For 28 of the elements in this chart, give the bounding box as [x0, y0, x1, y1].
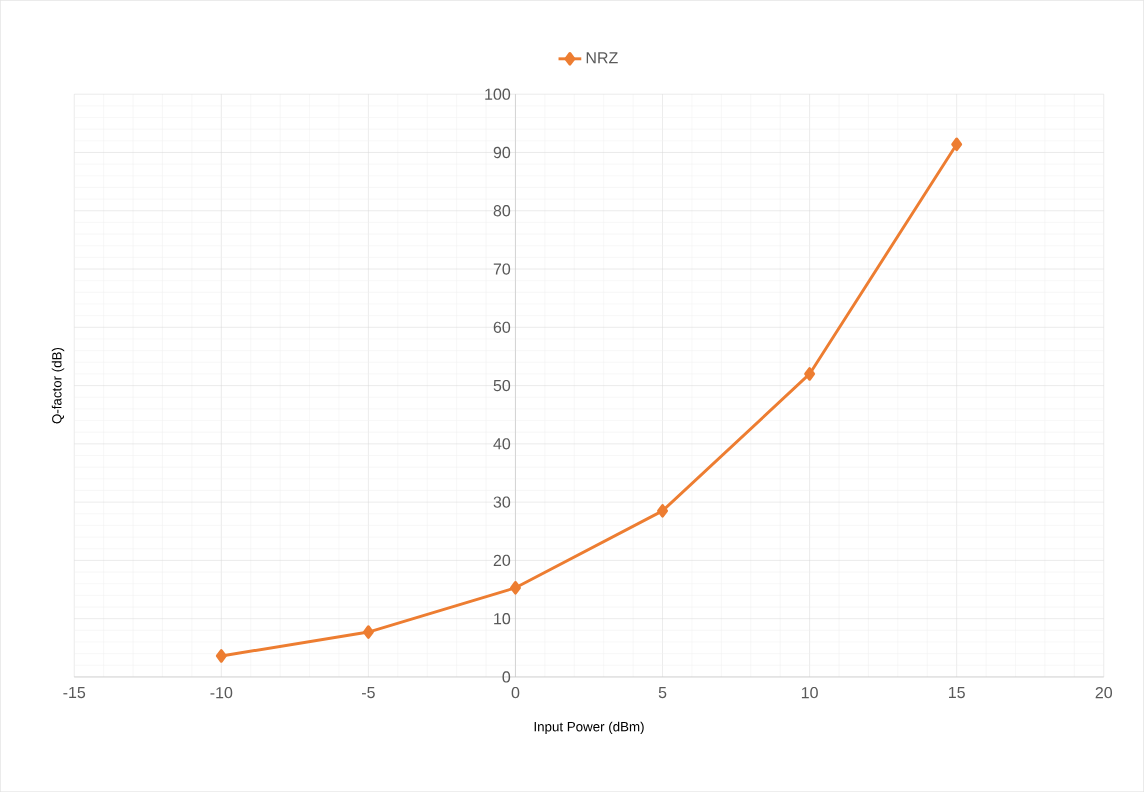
x-tick-label: -15	[63, 686, 86, 699]
y-tick-label: 100	[485, 88, 511, 100]
x-tick-label: 10	[801, 686, 818, 699]
y-tick-label: 40	[493, 438, 511, 450]
y-tick-label: 10	[494, 612, 511, 625]
point	[657, 503, 669, 518]
x-tick-label: -10	[210, 686, 233, 699]
x-tick-label: 15	[949, 686, 965, 699]
y-axis-title: Q-factor (dB)	[51, 347, 65, 424]
x-axis-title: Input Power (dBm)	[534, 721, 644, 734]
y-tick-label: 60	[493, 321, 511, 333]
y-tick-label: 0	[502, 671, 511, 683]
y-tick-label: 80	[493, 205, 511, 217]
legend-label: NRZ	[586, 52, 618, 64]
point	[215, 649, 227, 663]
point	[804, 367, 816, 381]
y-tick-label: 70	[493, 263, 511, 275]
y-tick-label: 90	[493, 146, 511, 159]
x-tick-label: -5	[361, 686, 375, 699]
x-tick-label: 5	[658, 686, 667, 699]
y-tick-label: 50	[493, 379, 511, 392]
x-tick-label: 20	[1095, 686, 1113, 699]
y-tick-label: 20	[493, 554, 511, 566]
point	[951, 137, 963, 152]
point	[362, 625, 374, 639]
y-tick-label: 30	[493, 496, 511, 508]
point	[509, 580, 521, 595]
x-tick-label: 0	[511, 686, 520, 699]
